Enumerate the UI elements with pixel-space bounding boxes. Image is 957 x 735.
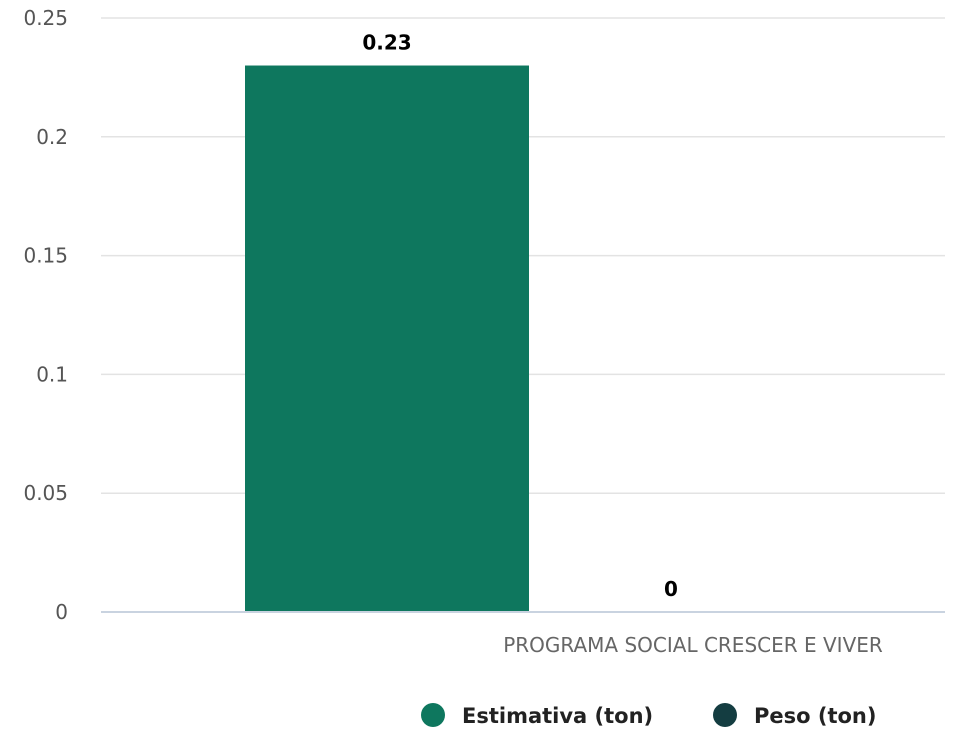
- y-tick-label: 0.1: [36, 362, 68, 386]
- y-axis-ticks: 0 0.05 0.1 0.15 0.2 0.25: [23, 6, 68, 624]
- bars: 0.23 0: [245, 31, 678, 612]
- legend-item-peso[interactable]: Peso (ton): [713, 703, 876, 728]
- y-tick-label: 0: [55, 600, 68, 624]
- data-label-peso: 0: [664, 577, 678, 601]
- legend: Estimativa (ton) Peso (ton): [421, 703, 876, 728]
- legend-item-estimativa[interactable]: Estimativa (ton): [421, 703, 653, 728]
- legend-label-peso: Peso (ton): [754, 704, 876, 728]
- x-tick-label: PROGRAMA SOCIAL CRESCER E VIVER: [503, 633, 883, 657]
- data-label-estimativa: 0.23: [362, 31, 411, 55]
- legend-marker-peso: [713, 703, 737, 727]
- y-tick-label: 0.2: [36, 125, 68, 149]
- y-tick-label: 0.25: [23, 6, 68, 30]
- legend-label-estimativa: Estimativa (ton): [462, 704, 653, 728]
- y-tick-label: 0.05: [23, 481, 68, 505]
- legend-marker-estimativa: [421, 703, 445, 727]
- y-tick-label: 0.15: [23, 244, 68, 268]
- bar-estimativa[interactable]: [245, 65, 529, 612]
